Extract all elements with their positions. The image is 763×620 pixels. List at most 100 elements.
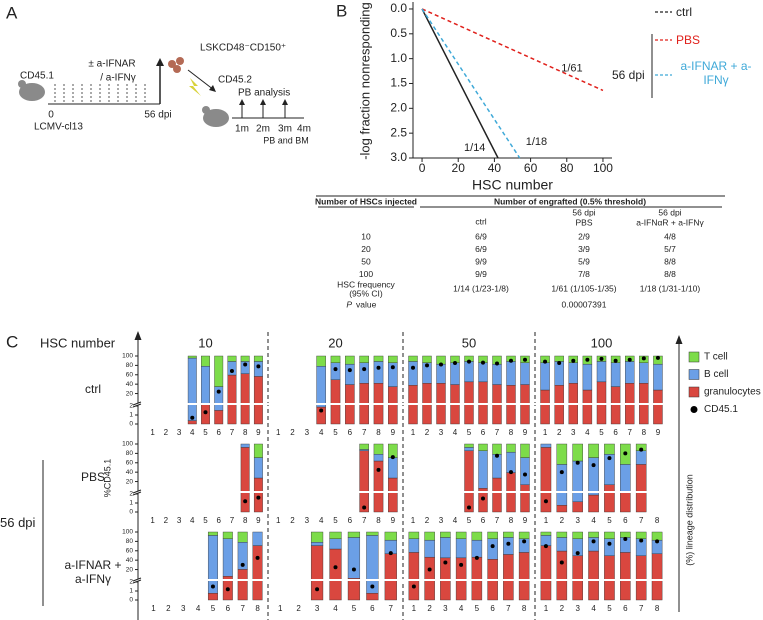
bar-segment bbox=[373, 355, 384, 362]
x-tick-label: 8 bbox=[655, 604, 660, 613]
cd45-dot bbox=[243, 499, 248, 504]
y-tick-label: 100 bbox=[122, 353, 133, 360]
bar-segment bbox=[253, 376, 263, 425]
break-mark bbox=[132, 579, 142, 584]
timeline-label: 0 bbox=[48, 110, 54, 121]
x-tick-label: 4 bbox=[459, 604, 464, 613]
bar-segment bbox=[310, 545, 324, 601]
cd45-dot bbox=[362, 505, 367, 510]
y-tick-label: 40 bbox=[126, 469, 134, 476]
bar-segment bbox=[253, 477, 263, 513]
x-tick-label: 8 bbox=[243, 516, 248, 525]
bar-segment bbox=[253, 355, 263, 362]
legend-swatch bbox=[688, 386, 700, 398]
bar-segment bbox=[373, 454, 384, 462]
bar-segment bbox=[651, 531, 663, 541]
cd45-dot bbox=[522, 539, 527, 544]
x-tick-label: 9 bbox=[256, 428, 261, 437]
y-tick-label: 60 bbox=[126, 371, 134, 378]
bar-segment bbox=[214, 355, 224, 387]
x-tick-label: 9 bbox=[656, 428, 661, 437]
bar-segment bbox=[384, 531, 397, 541]
x-tick-label: 6 bbox=[481, 428, 486, 437]
cd45-dot bbox=[623, 451, 628, 456]
cd45-dot bbox=[575, 551, 580, 556]
bar-segment bbox=[384, 553, 397, 601]
x-tick-label: 100 bbox=[593, 161, 613, 175]
cd45-dot bbox=[362, 367, 367, 372]
cd45-dot bbox=[425, 363, 429, 368]
x-tick-label: 1 bbox=[544, 516, 549, 525]
cd45-dot bbox=[575, 460, 580, 465]
cd45-dot bbox=[557, 361, 562, 366]
x-axis-title: HSC number bbox=[472, 177, 553, 193]
axis-break bbox=[134, 579, 666, 581]
bar-segment bbox=[604, 555, 615, 601]
bar-segment bbox=[359, 355, 369, 364]
bar-segment bbox=[572, 501, 583, 513]
x-tick-label: 1 bbox=[276, 516, 281, 525]
x-tick-label: 4 bbox=[190, 428, 195, 437]
bar-segment bbox=[187, 357, 197, 421]
bar-segment bbox=[520, 362, 530, 385]
y-tick-label: 2 bbox=[129, 579, 133, 586]
bar-segment bbox=[240, 355, 250, 362]
table-cell: 7/8 bbox=[578, 269, 590, 279]
x-tick-label: 8 bbox=[642, 428, 647, 437]
bar-segment bbox=[330, 362, 341, 380]
y-tick-label: 0 bbox=[129, 597, 133, 604]
y-tick-label: 80 bbox=[126, 362, 134, 369]
x-tick-label: 6 bbox=[623, 604, 628, 613]
legend-label: a-IFNAR + a-IFNγ bbox=[680, 59, 752, 87]
bar-segment bbox=[359, 449, 369, 452]
table-cell: 20 bbox=[361, 244, 371, 254]
axis-arrow bbox=[134, 331, 142, 340]
x-tick-label: 4 bbox=[190, 516, 195, 525]
x-tick-label: 3 bbox=[305, 428, 310, 437]
x-tick-label: 80 bbox=[560, 161, 574, 175]
recipient-label: CD45.2 bbox=[218, 75, 252, 86]
table-cell: 100 bbox=[359, 269, 373, 279]
y-tick-label: 80 bbox=[126, 450, 134, 457]
x-tick-label: 2 bbox=[560, 516, 565, 525]
x-tick-label: 8 bbox=[243, 428, 248, 437]
table-header: Number of engrafted (0.5% threshold) bbox=[494, 196, 646, 206]
bar-segment bbox=[207, 593, 218, 601]
cd45-dot bbox=[210, 584, 215, 589]
bar-segment bbox=[424, 531, 435, 541]
infection-label: LCMV-cl13 bbox=[34, 122, 83, 133]
bar-segment bbox=[568, 362, 578, 384]
bar-segment bbox=[518, 552, 530, 601]
axis-break bbox=[134, 491, 666, 493]
bar-segment bbox=[366, 531, 379, 536]
table-cell: 0.00007391 bbox=[562, 299, 607, 309]
bar-segment bbox=[345, 363, 355, 385]
series-line bbox=[421, 8, 521, 159]
bar-segment bbox=[478, 443, 488, 452]
x-tick-label: 1 bbox=[411, 428, 416, 437]
y-tick-label: 20 bbox=[126, 390, 134, 397]
analysis-label: PB analysis bbox=[238, 88, 290, 99]
bar-segment bbox=[214, 410, 224, 425]
bar-segment bbox=[359, 450, 369, 513]
analysis-arrow-heads bbox=[239, 99, 288, 105]
x-tick-label: 6 bbox=[490, 604, 495, 613]
x-tick-label: 2 bbox=[290, 428, 295, 437]
x-tick-label: 6 bbox=[613, 428, 618, 437]
cd45-dot bbox=[607, 456, 612, 461]
x-tick-label: 7 bbox=[389, 604, 394, 613]
column-header: a-IFNαR + a-IFNγ bbox=[636, 217, 704, 227]
bar-segment bbox=[316, 355, 326, 367]
x-tick-label: 8 bbox=[376, 516, 381, 525]
x-tick-label: 5 bbox=[211, 604, 216, 613]
x-tick-label: 20 bbox=[452, 161, 466, 175]
cd45-dot bbox=[351, 567, 356, 572]
bar-segment bbox=[492, 363, 502, 385]
bar-segment bbox=[478, 381, 488, 425]
legend-swatch bbox=[690, 406, 698, 413]
x-tick-label: 3 bbox=[571, 428, 576, 437]
cells-label: LSKCD48⁻CD150⁺ bbox=[200, 43, 286, 54]
line-label: 1/14 bbox=[464, 142, 485, 154]
bar-segment bbox=[240, 443, 250, 448]
x-tick-label: 5 bbox=[203, 516, 208, 525]
